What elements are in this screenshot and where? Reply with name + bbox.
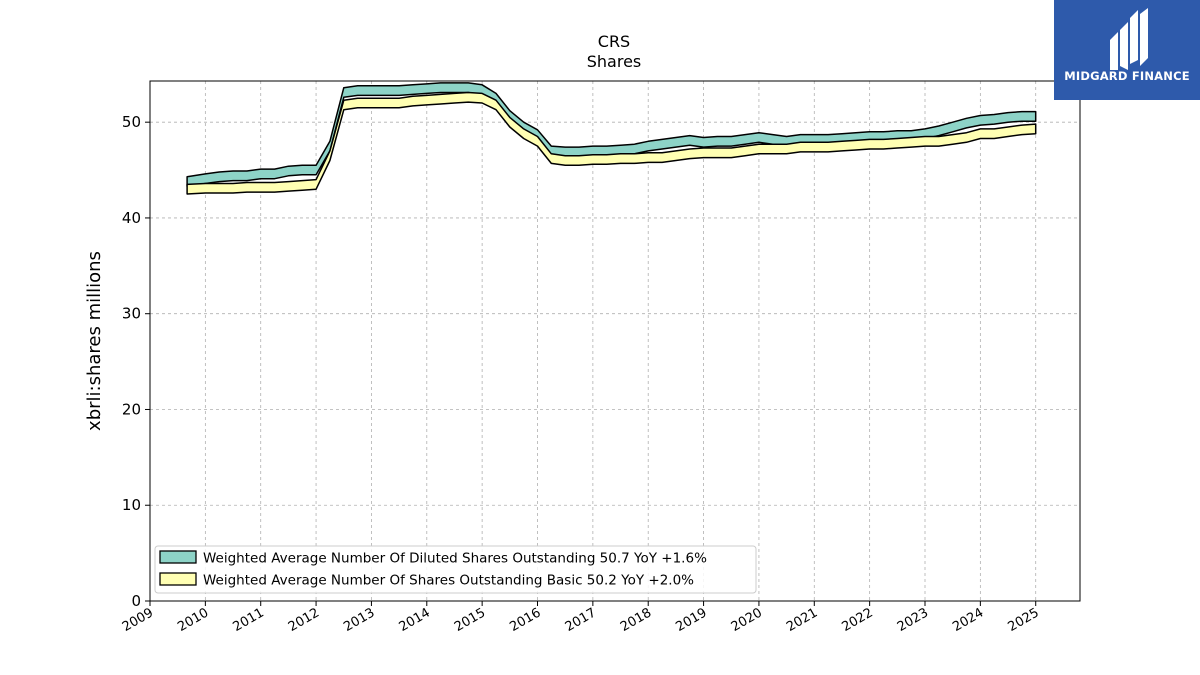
logo-text: MIDGARD FINANCE xyxy=(1064,69,1190,83)
x-tick-label: 2016 xyxy=(507,605,543,635)
x-tick-label: 2022 xyxy=(839,605,875,635)
grid xyxy=(150,81,1080,601)
x-tick-label: 2011 xyxy=(231,605,267,635)
legend-swatch-basic xyxy=(159,572,197,586)
y-tick-label: 20 xyxy=(122,400,141,418)
y-tick-label: 0 xyxy=(131,592,141,610)
y-axis-label: xbrli:shares millions xyxy=(84,251,105,431)
series-band-0 xyxy=(186,82,1037,188)
chart-title: CRS xyxy=(598,32,630,51)
x-tick-label: 2015 xyxy=(452,605,488,635)
x-tick-label: 2010 xyxy=(175,605,211,635)
x-tick-label: 2019 xyxy=(673,605,709,635)
x-tick-label: 2013 xyxy=(341,605,377,635)
series-areas xyxy=(186,82,1037,195)
series-band-1 xyxy=(186,91,1037,195)
logo-mark-icon xyxy=(1110,8,1148,70)
x-tick-label: 2025 xyxy=(1006,605,1042,635)
x-tick-label: 2024 xyxy=(950,605,986,635)
legend-swatch-diluted xyxy=(159,550,197,564)
x-tick-label: 2017 xyxy=(563,605,599,635)
plot-frame xyxy=(149,80,1081,602)
x-tick-label: 2021 xyxy=(784,605,820,635)
x-tick-label: 2018 xyxy=(618,605,654,635)
x-tick-label: 2014 xyxy=(397,605,433,635)
midgard-finance-logo: MIDGARD FINANCE xyxy=(1054,0,1200,100)
legend-label-basic: Weighted Average Number Of Shares Outsta… xyxy=(203,573,694,589)
y-tick-label: 10 xyxy=(122,496,141,514)
legend-box xyxy=(154,545,757,594)
y-ticks: 0 10 20 30 40 50 xyxy=(122,113,150,610)
chart-subtitle: Shares xyxy=(587,52,642,71)
legend: Weighted Average Number Of Diluted Share… xyxy=(154,545,757,594)
y-tick-label: 30 xyxy=(122,305,141,323)
x-ticks: 2009 2010 2011 2012 2013 2014 2015 2016 2017 2018… xyxy=(120,601,1042,635)
x-tick-label: 2012 xyxy=(286,605,322,635)
y-tick-label: 50 xyxy=(122,113,141,131)
y-tick-label: 40 xyxy=(122,209,141,227)
x-tick-label: 2020 xyxy=(729,605,765,635)
x-tick-label: 2023 xyxy=(895,605,931,635)
legend-label-diluted: Weighted Average Number Of Diluted Share… xyxy=(203,551,707,567)
